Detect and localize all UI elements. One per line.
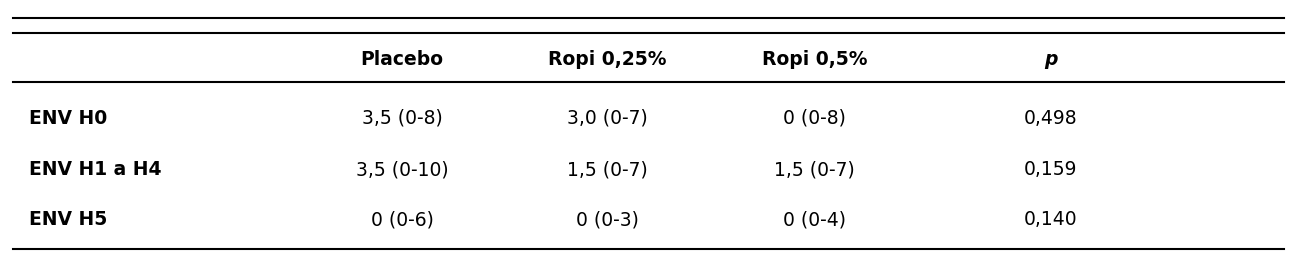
Text: 3,5 (0-10): 3,5 (0-10) (355, 160, 449, 179)
Text: 1,5 (0-7): 1,5 (0-7) (774, 160, 855, 179)
Text: p: p (1044, 50, 1057, 69)
Text: 0 (0-6): 0 (0-6) (371, 210, 433, 229)
Text: 1,5 (0-7): 1,5 (0-7) (567, 160, 647, 179)
Text: 0,498: 0,498 (1023, 109, 1078, 128)
Text: Ropi 0,25%: Ropi 0,25% (547, 50, 667, 69)
Text: 0 (0-4): 0 (0-4) (783, 210, 846, 229)
Text: ENV H5: ENV H5 (29, 210, 106, 229)
Text: ENV H1 a H4: ENV H1 a H4 (29, 160, 161, 179)
Text: Placebo: Placebo (361, 50, 444, 69)
Text: 3,5 (0-8): 3,5 (0-8) (362, 109, 442, 128)
Text: ENV H0: ENV H0 (29, 109, 106, 128)
Text: 0 (0-3): 0 (0-3) (576, 210, 638, 229)
Text: Ropi 0,5%: Ropi 0,5% (761, 50, 868, 69)
Text: 3,0 (0-7): 3,0 (0-7) (567, 109, 647, 128)
Text: 0,159: 0,159 (1023, 160, 1078, 179)
Text: 0,140: 0,140 (1023, 210, 1078, 229)
Text: 0 (0-8): 0 (0-8) (783, 109, 846, 128)
